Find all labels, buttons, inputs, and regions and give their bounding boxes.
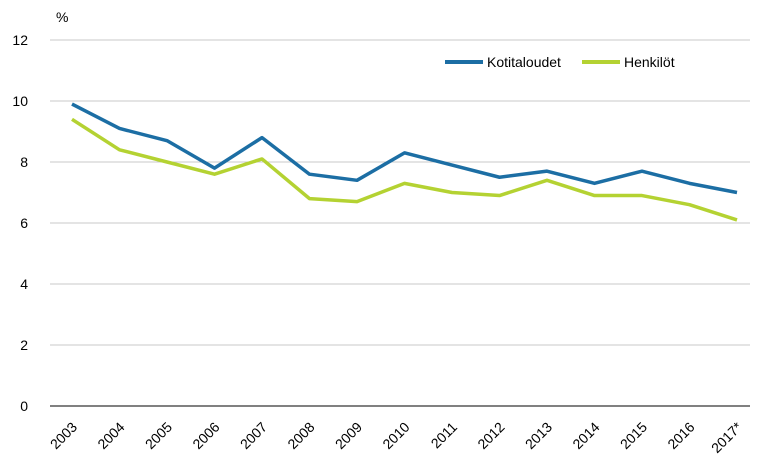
x-tick-label: 2017* — [708, 418, 746, 456]
x-tick-label: 2015 — [617, 419, 650, 452]
x-tick-label: 2016 — [664, 419, 697, 452]
x-tick-label: 2003 — [47, 419, 80, 452]
legend-label: Henkilöt — [624, 54, 675, 70]
y-tick-label: 10 — [12, 93, 28, 109]
x-tick-label: 2011 — [428, 419, 461, 452]
y-tick-label: 2 — [20, 337, 28, 353]
x-tick-label: 2006 — [189, 419, 222, 452]
y-tick-label: 4 — [20, 276, 28, 292]
x-tick-label: 2009 — [332, 419, 365, 452]
y-tick-label: 0 — [20, 398, 28, 414]
x-tick-label: 2007 — [237, 419, 270, 452]
x-tick-label: 2005 — [142, 419, 175, 452]
y-tick-label: 6 — [20, 215, 28, 231]
line-series — [71, 117, 738, 222]
y-tick-label: 8 — [20, 154, 28, 170]
legend-label: Kotitaloudet — [487, 54, 561, 70]
y-tick-label: 12 — [12, 32, 28, 48]
line-series — [71, 102, 738, 195]
y-axis-label: % — [56, 9, 68, 25]
x-tick-label: 2012 — [474, 419, 507, 452]
x-tick-label: 2014 — [569, 419, 602, 452]
x-tick-label: 2004 — [94, 419, 127, 452]
x-tick-label: 2008 — [284, 419, 317, 452]
x-tick-label: 2010 — [379, 419, 412, 452]
x-tick-label: 2013 — [522, 419, 555, 452]
